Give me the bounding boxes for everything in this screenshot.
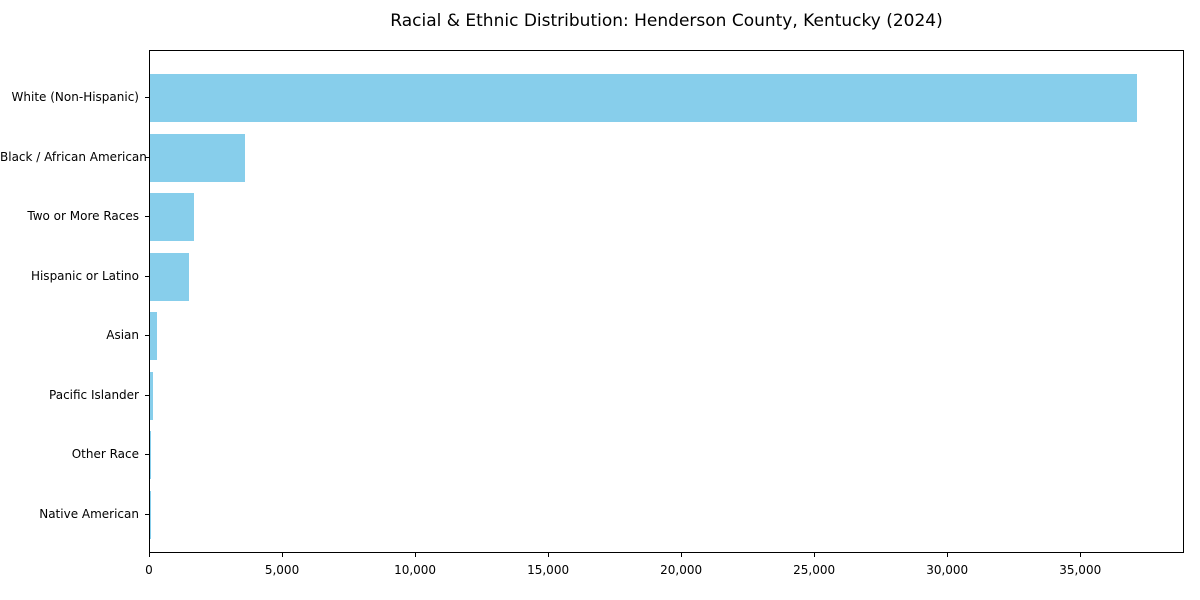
bar-hispanic-or-latino	[150, 252, 189, 301]
x-tick-label: 5,000	[264, 563, 300, 577]
x-tick-mark	[1080, 553, 1082, 557]
x-tick-label: 25,000	[793, 563, 836, 577]
y-tick-label: Black / African American	[0, 149, 147, 164]
y-tick-mark	[145, 394, 149, 396]
bar-native-american	[150, 490, 151, 539]
x-tick-mark	[814, 553, 816, 557]
x-tick-label: 30,000	[926, 563, 969, 577]
x-tick-label: 20,000	[660, 563, 703, 577]
y-tick-mark	[145, 216, 149, 217]
y-tick-label: Native American	[39, 506, 139, 521]
x-tick-label: 0	[145, 563, 153, 577]
y-tick-label: Asian	[106, 328, 139, 342]
y-tick-mark	[145, 97, 149, 98]
y-tick-mark	[145, 513, 149, 515]
y-tick-mark	[145, 335, 149, 336]
y-tick-label: Other Race	[71, 447, 139, 461]
y-tick-label: Pacific Islander	[49, 387, 139, 402]
x-tick-mark	[947, 553, 949, 557]
x-tick-mark	[681, 553, 683, 557]
bar-white-non-hispanic	[150, 74, 1138, 122]
x-tick-label: 15,000	[527, 563, 570, 577]
x-tick-mark	[548, 553, 550, 557]
bar-other-race	[150, 431, 152, 479]
y-tick-label: Two or More Races	[27, 209, 139, 223]
bar-black-african-american	[150, 133, 245, 182]
plot-area	[149, 50, 1184, 553]
y-tick-label: White (Non-Hispanic)	[11, 90, 139, 104]
x-tick-mark	[282, 553, 284, 557]
x-tick-label: 35,000	[1059, 563, 1102, 577]
bar-pacific-islander	[150, 371, 153, 420]
y-tick-mark	[145, 454, 149, 455]
bar-two-or-more-races	[150, 193, 194, 241]
y-tick-mark	[145, 275, 149, 277]
x-tick-label: 10,000	[394, 563, 437, 577]
x-tick-mark	[415, 553, 417, 557]
chart-title: Racial & Ethnic Distribution: Henderson …	[390, 11, 943, 31]
x-tick-mark	[149, 553, 150, 557]
y-tick-mark	[145, 156, 149, 158]
bar-asian	[150, 312, 157, 360]
y-tick-label: Hispanic or Latino	[30, 268, 139, 283]
